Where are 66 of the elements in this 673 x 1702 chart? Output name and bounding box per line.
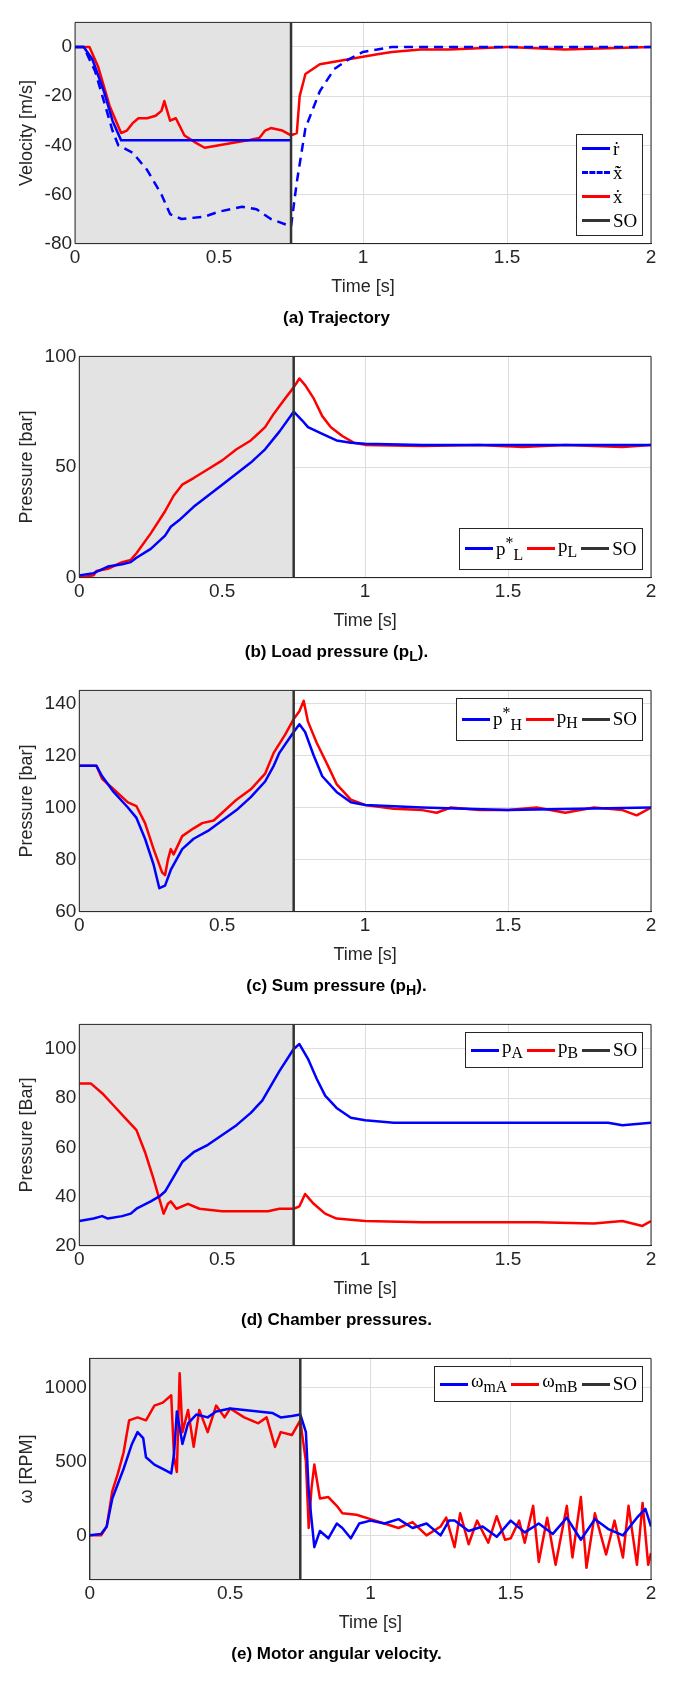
- y-tick-label: 0: [61, 35, 73, 57]
- y-tick-label: 50: [55, 455, 77, 477]
- legend-label: SO: [612, 536, 637, 561]
- y-axis-title: Velocity [m/s]: [15, 79, 36, 187]
- legend-label: ω$_{mB}$: [542, 1369, 578, 1398]
- x-axis-title: Time [s]: [338, 1612, 403, 1633]
- legend-label: SO: [612, 707, 638, 732]
- legend-label: ω$_{mA}$: [471, 1369, 508, 1398]
- y-tick-label: -60: [44, 182, 73, 204]
- legend-label: x̃̇: [613, 160, 623, 185]
- x-tick-label: 0.5: [205, 246, 233, 268]
- legend-label: p$_{L}$: [558, 533, 578, 562]
- x-tick-label: 1.5: [493, 246, 521, 268]
- x-tick-label: 2: [645, 580, 657, 602]
- x-tick-label: 0.5: [216, 1582, 244, 1604]
- x-tick-label: 0.5: [209, 580, 236, 602]
- y-tick-label: 0: [76, 1523, 87, 1545]
- y-tick-label: 100: [44, 795, 77, 817]
- x-tick-label: 1.5: [497, 1582, 524, 1604]
- text: (c) Sum pressure (p$_{H}$).: [245, 976, 428, 999]
- x-tick-label: 1.5: [494, 580, 522, 602]
- y-tick-label: 80: [55, 1086, 77, 1108]
- x-tick-label: 1.5: [494, 1248, 522, 1270]
- y-axis-title: ω [RPM]: [15, 1434, 36, 1504]
- legend-label: SO: [613, 1038, 638, 1063]
- x-axis-title: Time [s]: [333, 1278, 397, 1299]
- text: (d) Chamber pressures.: [240, 1310, 433, 1330]
- x-axis-title: Time [s]: [331, 276, 395, 297]
- x-tick-label: 2: [645, 1582, 657, 1604]
- text: (e) Motor angular velocity.: [230, 1644, 443, 1664]
- y-axis-title: Pressure [bar]: [15, 744, 36, 858]
- y-tick-label: 100: [44, 344, 77, 366]
- y-tick-label: 100: [44, 1037, 77, 1059]
- x-tick-label: 1.5: [494, 914, 522, 936]
- y-tick-label: 1000: [44, 1376, 87, 1398]
- x-axis-title: Time [s]: [333, 610, 397, 631]
- y-axis-title: Pressure [Bar]: [15, 1077, 36, 1193]
- legend-label: SO: [612, 1372, 637, 1397]
- y-tick-label: 500: [55, 1449, 87, 1471]
- x-tick-label: 1: [359, 1248, 371, 1270]
- text: (b) Load pressure (p$_{L}$).: [243, 642, 430, 665]
- y-tick-label: 40: [55, 1184, 77, 1206]
- legend-label: ẋ: [613, 184, 623, 209]
- x-tick-label: 0.5: [209, 1248, 236, 1270]
- y-tick-label: 140: [44, 691, 77, 713]
- legend-label: SO: [613, 208, 638, 233]
- x-tick-label: 1: [359, 580, 371, 602]
- x-tick-label: 1: [357, 246, 369, 268]
- legend-label: ṙ: [613, 136, 620, 161]
- x-tick-label: 0.5: [209, 914, 236, 936]
- y-tick-label: 120: [44, 743, 77, 765]
- x-tick-label: 2: [645, 914, 657, 936]
- y-tick-label: -20: [44, 84, 73, 106]
- x-tick-label: 2: [645, 246, 657, 268]
- legend-label: p$_{H}$: [556, 704, 578, 733]
- y-tick-label: 80: [55, 847, 77, 869]
- legend-label: p$_{A}$: [502, 1035, 523, 1064]
- y-tick-label: 60: [55, 1135, 77, 1157]
- x-axis-title: Time [s]: [333, 944, 397, 965]
- text: (a) Trajectory: [282, 308, 391, 328]
- x-tick-label: 1: [359, 914, 371, 936]
- x-tick-label: 1: [365, 1582, 376, 1604]
- x-tick-label: 2: [645, 1248, 657, 1270]
- legend-label: p$_{B}$: [557, 1035, 578, 1064]
- y-tick-label: -40: [44, 133, 73, 155]
- y-axis-title: Pressure [bar]: [15, 410, 36, 524]
